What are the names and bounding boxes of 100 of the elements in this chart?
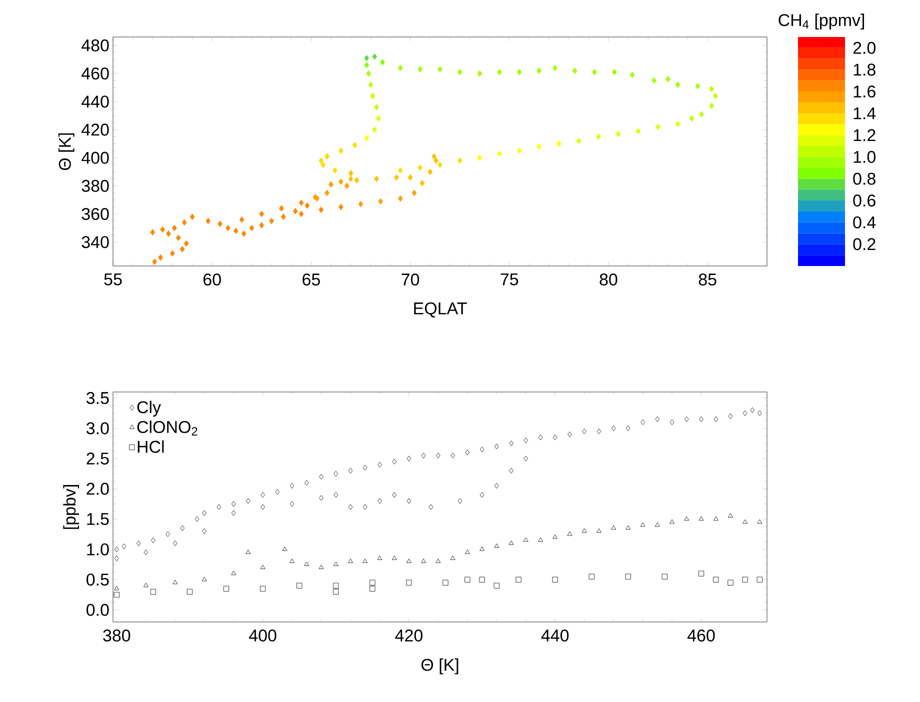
- point: [713, 516, 718, 521]
- color-bar-label: 0.4: [853, 216, 876, 228]
- color-bar-label: 1.2: [854, 129, 876, 142]
- color-bar-label: 1.0: [854, 150, 876, 163]
- point: [698, 516, 704, 521]
- x-axis-title: Θ [K]: [421, 658, 458, 674]
- y-tick-label: 0.0: [86, 604, 109, 616]
- point: [728, 513, 733, 518]
- point: [728, 580, 734, 586]
- point: [538, 537, 543, 542]
- point: [370, 580, 376, 586]
- y-axis-title: Θ [K]: [58, 133, 74, 170]
- x-tick-label: 75: [500, 273, 518, 286]
- point: [370, 586, 376, 592]
- y-tick-label: 3.0: [86, 422, 109, 434]
- point: [508, 540, 514, 545]
- point: [552, 576, 558, 582]
- point: [377, 556, 382, 560]
- y-tick-label: 360: [82, 208, 109, 220]
- color-bar-label: 0.2: [853, 238, 876, 250]
- x-tick-label: 65: [302, 274, 320, 286]
- point: [333, 588, 339, 595]
- point: [333, 562, 338, 566]
- point: [421, 558, 426, 563]
- x-tick-label: 80: [600, 274, 618, 286]
- point: [436, 558, 441, 563]
- point: [662, 574, 668, 580]
- point: [713, 576, 719, 582]
- x-tick-label: 380: [103, 630, 130, 642]
- point: [611, 525, 616, 530]
- color-bar-label: 1.4: [854, 107, 876, 120]
- x-tick-label: 70: [402, 274, 420, 286]
- y-tick-label: 1.0: [87, 543, 109, 556]
- point: [362, 558, 368, 563]
- point: [640, 522, 646, 527]
- point: [494, 582, 500, 588]
- x-tick-label: 85: [698, 274, 716, 286]
- point: [143, 582, 148, 588]
- color-bar-label: 0.6: [853, 194, 876, 207]
- point: [552, 534, 558, 539]
- y-tick-label: 2.5: [86, 452, 109, 465]
- point: [698, 570, 704, 576]
- point: [406, 558, 412, 563]
- point: [494, 544, 500, 548]
- point: [246, 550, 251, 554]
- point: [231, 570, 236, 576]
- point: [626, 525, 631, 530]
- point: [296, 582, 302, 588]
- y-tick-label: 1.5: [87, 513, 109, 526]
- y-tick-label: 440: [82, 96, 109, 108]
- point: [406, 580, 412, 586]
- x-tick-label: 460: [687, 630, 715, 642]
- point: [304, 562, 310, 566]
- y-tick-label: 2.0: [86, 482, 109, 495]
- y-tick-label: 400: [82, 152, 109, 164]
- color-bar-title: CH$_{4}$ [ppmv]: [778, 14, 864, 30]
- point: [479, 576, 485, 582]
- point: [260, 564, 266, 570]
- point: [172, 580, 178, 584]
- point: [516, 576, 522, 582]
- point: [582, 528, 587, 533]
- point: [596, 528, 602, 533]
- point: [757, 519, 762, 524]
- point: [114, 592, 120, 598]
- color-bar-label: 1.6: [854, 85, 876, 98]
- x-tick-label: 400: [249, 630, 276, 642]
- point: [114, 586, 120, 590]
- y-tick-label: 380: [82, 180, 109, 192]
- point: [150, 588, 156, 595]
- y-tick-label: 0.5: [86, 574, 109, 586]
- point: [442, 580, 448, 586]
- point: [392, 556, 397, 560]
- x-tick-label: 55: [104, 273, 122, 286]
- y-tick-label: 3.5: [86, 392, 109, 404]
- point: [202, 576, 207, 582]
- y-tick-label: 420: [82, 124, 109, 136]
- point: [223, 586, 230, 592]
- point: [464, 576, 470, 582]
- point: [670, 519, 674, 524]
- x-axis-title: EQLAT: [414, 302, 467, 318]
- y-tick-label: 460: [82, 67, 109, 80]
- point: [318, 564, 324, 570]
- point: [625, 574, 631, 580]
- x-tick-label: 440: [541, 630, 569, 642]
- point: [348, 558, 353, 563]
- x-tick-label: 60: [204, 274, 221, 286]
- point: [450, 556, 456, 560]
- point: [588, 574, 594, 580]
- color-bar-label: 1.8: [854, 64, 876, 76]
- point: [684, 516, 690, 521]
- point: [567, 531, 572, 536]
- point: [756, 576, 762, 582]
- y-axis-title: [ppbv]: [63, 485, 80, 529]
- y-tick-label: 340: [82, 236, 109, 248]
- x-tick-label: 420: [395, 630, 422, 642]
- point: [742, 519, 748, 524]
- legend-label: Cly: [137, 400, 161, 417]
- point: [654, 522, 660, 527]
- point: [186, 588, 193, 595]
- legend-label: HCl: [138, 440, 164, 453]
